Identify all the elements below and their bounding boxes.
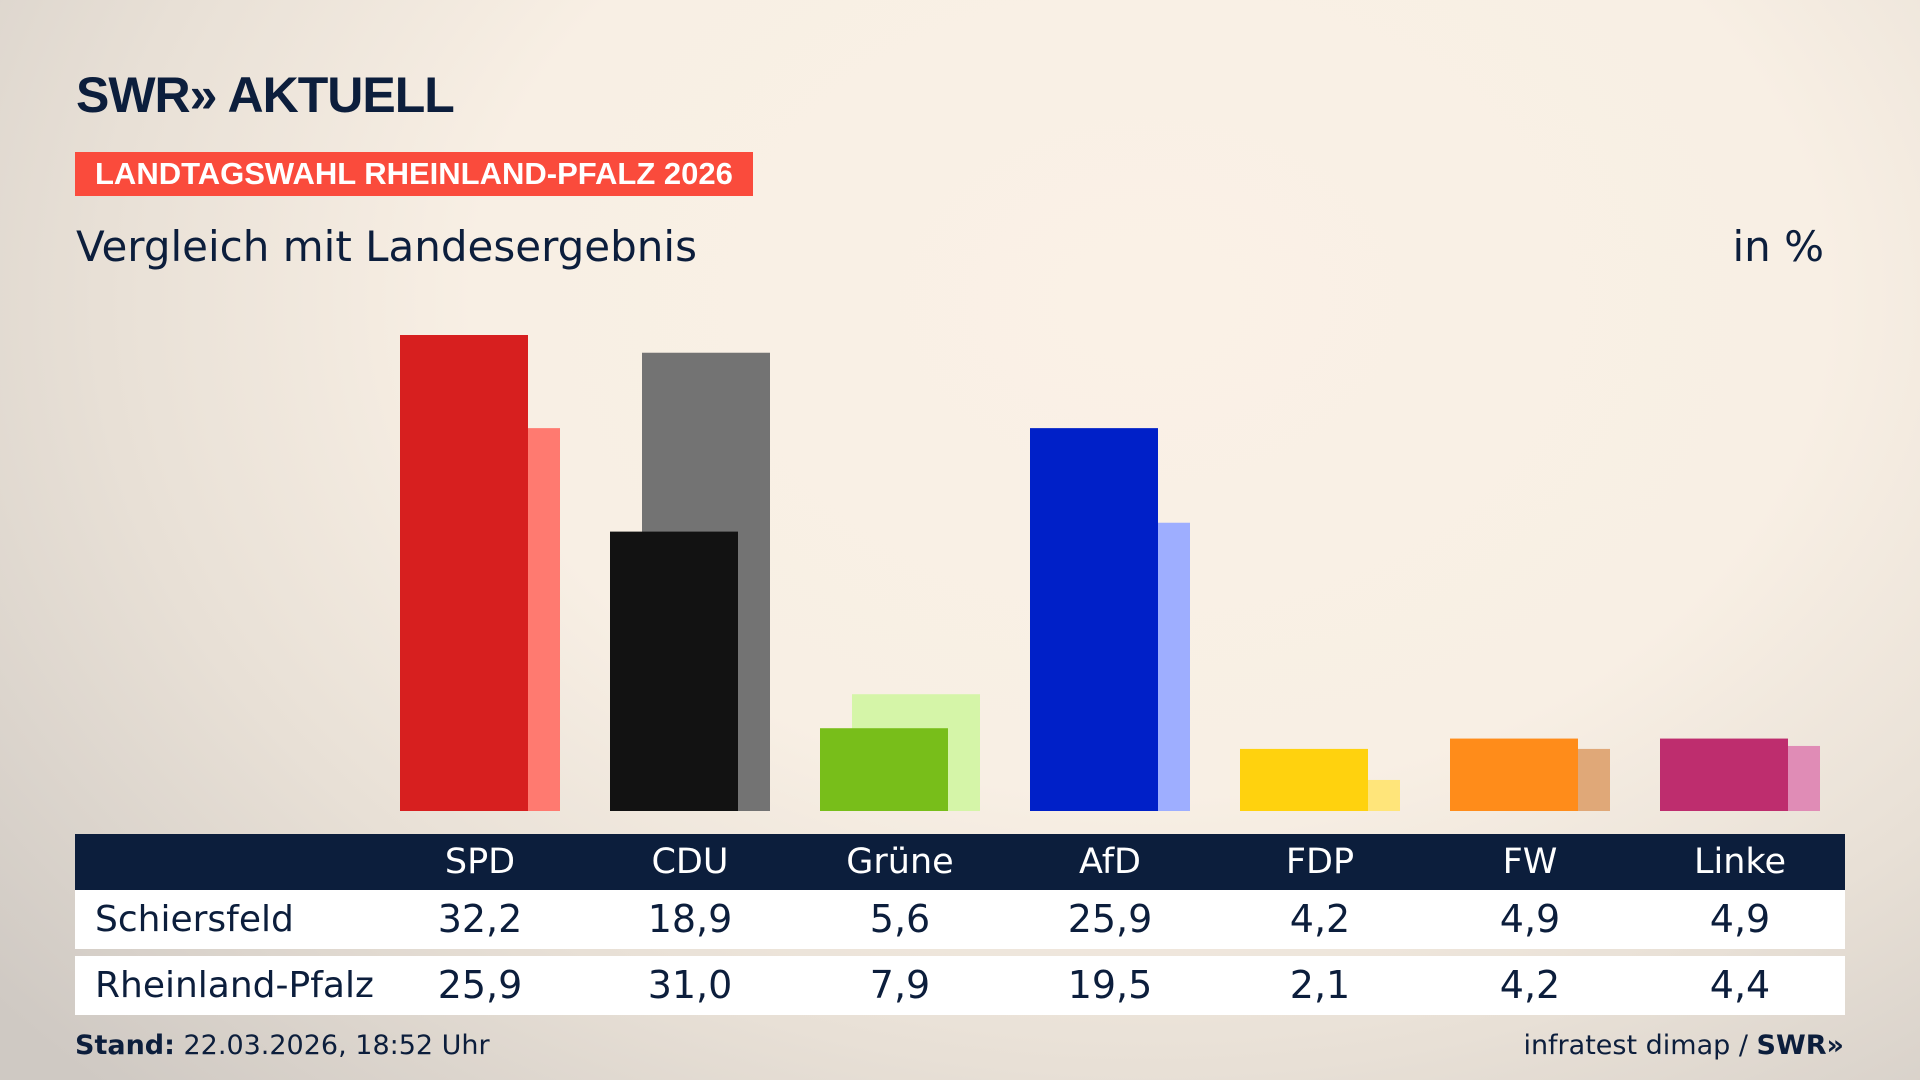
bar-fdp-schiersfeld bbox=[1240, 748, 1368, 811]
value-cell: 4,4 bbox=[1709, 963, 1771, 1007]
results-table: SPD CDU Grüne AfD FDP FW Linke Schiersfeld 32,… bbox=[75, 834, 1845, 1015]
value-cell: 4,2 bbox=[1499, 963, 1561, 1007]
bar-chart bbox=[400, 335, 1820, 811]
timestamp: Stand: 22.03.2026, 18:52 Uhr bbox=[75, 1030, 490, 1061]
value-cell: 31,0 bbox=[647, 963, 733, 1007]
value-cell: 32,2 bbox=[437, 897, 523, 941]
value-cell: 2,1 bbox=[1289, 963, 1351, 1007]
value-cell: 4,9 bbox=[1499, 897, 1561, 941]
column-header: SPD bbox=[444, 842, 516, 882]
chart-subtitle: Vergleich mit Landesergebnis bbox=[76, 222, 697, 271]
bar-fw-schiersfeld bbox=[1450, 738, 1578, 811]
value-cell: 7,9 bbox=[869, 963, 931, 1007]
column-header: AfD bbox=[1079, 842, 1141, 882]
swr-aktuell-logo: SWR» AKTUELL bbox=[76, 67, 455, 123]
table-header: SPD CDU Grüne AfD FDP FW Linke bbox=[75, 834, 1845, 890]
row-label: Rheinland-Pfalz bbox=[95, 965, 374, 1006]
value-cell: 18,9 bbox=[647, 897, 733, 941]
row-label: Schiersfeld bbox=[95, 899, 294, 940]
stand-label: Stand: bbox=[75, 1030, 175, 1061]
bar-linke-schiersfeld bbox=[1660, 738, 1788, 811]
bar-afd-schiersfeld bbox=[1030, 428, 1158, 811]
value-cell: 4,9 bbox=[1709, 897, 1771, 941]
value-cell: 25,9 bbox=[437, 963, 523, 1007]
value-cell: 4,2 bbox=[1289, 897, 1351, 941]
source: infratest dimap / SWR» bbox=[1523, 1030, 1844, 1061]
value-cell: 25,9 bbox=[1067, 897, 1153, 941]
swr-logo: SWR» bbox=[1756, 1030, 1844, 1061]
column-header: FDP bbox=[1285, 842, 1355, 882]
value-cell: 19,5 bbox=[1067, 963, 1153, 1007]
table-row: Rheinland-Pfalz 25,9 31,0 7,9 19,5 2,1 4,2 4,4 bbox=[75, 956, 1845, 1015]
table-row: Schiersfeld 32,2 18,9 5,6 25,9 4,2 4,9 4,9 bbox=[75, 890, 1845, 949]
bar-grüne-schiersfeld bbox=[820, 728, 948, 811]
unit-label: in % bbox=[1732, 222, 1824, 271]
column-header: CDU bbox=[651, 842, 729, 882]
election-banner: LANDTAGSWAHL RHEINLAND-PFALZ 2026 bbox=[75, 152, 753, 196]
bar-cdu-schiersfeld bbox=[610, 531, 738, 811]
column-header: Grüne bbox=[846, 842, 954, 882]
value-cell: 5,6 bbox=[869, 897, 931, 941]
column-header: FW bbox=[1502, 842, 1558, 882]
stand-value: 22.03.2026, 18:52 Uhr bbox=[174, 1030, 490, 1061]
bar-spd-schiersfeld bbox=[400, 335, 528, 811]
column-header: Linke bbox=[1694, 842, 1786, 882]
source-text: infratest dimap / bbox=[1523, 1030, 1757, 1061]
